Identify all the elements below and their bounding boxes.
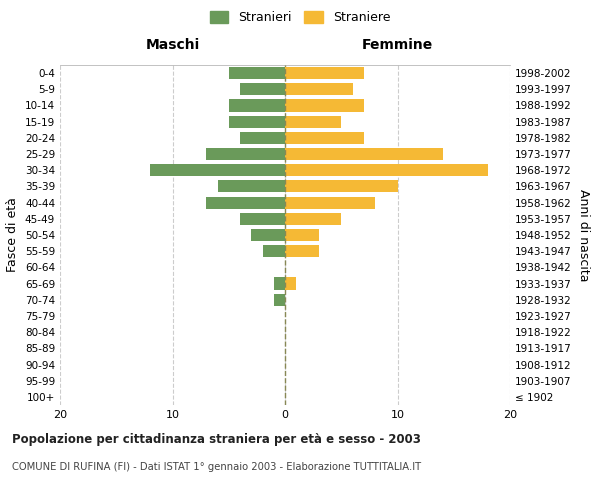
Bar <box>285 196 375 208</box>
Legend: Stranieri, Straniere: Stranieri, Straniere <box>209 11 391 24</box>
Bar <box>285 116 341 128</box>
Text: Popolazione per cittadinanza straniera per età e sesso - 2003: Popolazione per cittadinanza straniera p… <box>12 432 421 446</box>
Bar <box>274 294 285 306</box>
Text: Femmine: Femmine <box>362 38 433 52</box>
Bar <box>274 278 285 289</box>
Bar <box>240 132 285 144</box>
Text: Maschi: Maschi <box>145 38 200 52</box>
Bar <box>285 212 341 225</box>
Bar <box>285 180 398 192</box>
Bar <box>206 148 285 160</box>
Bar <box>218 180 285 192</box>
Bar <box>285 148 443 160</box>
Bar <box>285 132 364 144</box>
Bar <box>240 212 285 225</box>
Bar <box>240 83 285 96</box>
Bar <box>229 67 285 79</box>
Bar <box>206 196 285 208</box>
Bar <box>285 278 296 289</box>
Bar <box>263 245 285 258</box>
Text: COMUNE DI RUFINA (FI) - Dati ISTAT 1° gennaio 2003 - Elaborazione TUTTITALIA.IT: COMUNE DI RUFINA (FI) - Dati ISTAT 1° ge… <box>12 462 421 472</box>
Bar <box>285 67 364 79</box>
Y-axis label: Anni di nascita: Anni di nascita <box>577 188 590 281</box>
Bar <box>285 100 364 112</box>
Y-axis label: Fasce di età: Fasce di età <box>7 198 19 272</box>
Bar <box>251 229 285 241</box>
Bar <box>285 164 487 176</box>
Bar <box>285 83 353 96</box>
Bar <box>285 245 319 258</box>
Bar <box>229 116 285 128</box>
Bar <box>285 229 319 241</box>
Bar <box>229 100 285 112</box>
Bar <box>150 164 285 176</box>
